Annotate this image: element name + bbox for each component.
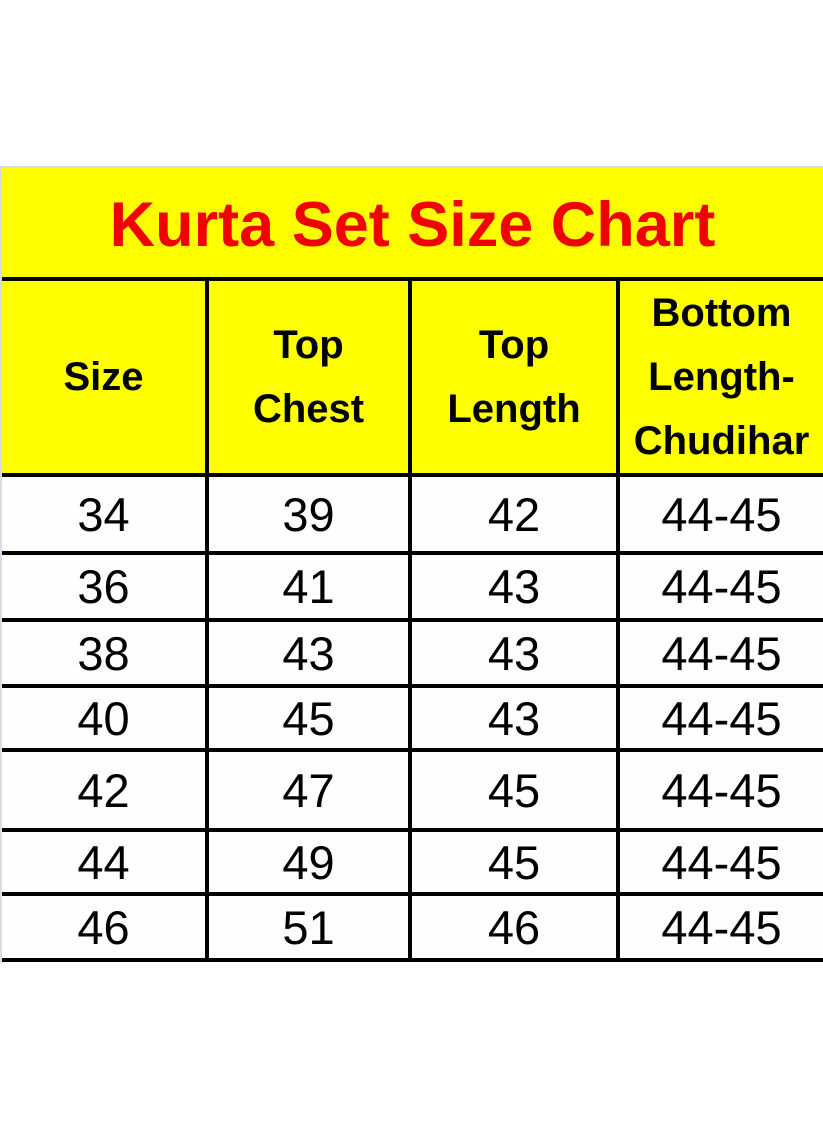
cell-top-chest: 49 <box>205 828 412 896</box>
cell-top-length: 46 <box>408 892 620 962</box>
col-header-top-chest: Top Chest <box>205 281 412 477</box>
cell-top-chest: 47 <box>205 748 412 832</box>
table-row: 46 51 46 44-45 <box>2 892 823 962</box>
table-row: 34 39 42 44-45 <box>2 473 823 555</box>
cell-top-length: 43 <box>408 684 620 752</box>
table-row: 42 47 45 44-45 <box>2 748 823 832</box>
cell-bottom-length: 44-45 <box>616 748 823 832</box>
cell-bottom-length: 44-45 <box>616 551 823 622</box>
table-row: 38 43 43 44-45 <box>2 618 823 688</box>
cell-size: 44 <box>2 828 209 896</box>
cell-top-chest: 45 <box>205 684 412 752</box>
table-row: 40 45 43 44-45 <box>2 684 823 752</box>
cell-top-length: 42 <box>408 473 620 555</box>
col-header-bottom-length-chudihar-label: Bottom Length-Chudihar <box>633 291 810 463</box>
cell-top-length: 45 <box>408 748 620 832</box>
cell-size: 42 <box>2 748 209 832</box>
chart-title: Kurta Set Size Chart <box>109 190 716 260</box>
col-header-size-label: Size <box>63 355 144 399</box>
cell-top-chest: 41 <box>205 551 412 622</box>
cell-top-chest: 43 <box>205 618 412 688</box>
header-row: Size Top Chest Top Length Bottom Length-… <box>2 281 823 477</box>
size-table: Size Top Chest Top Length Bottom Length-… <box>2 281 823 962</box>
cell-bottom-length: 44-45 <box>616 828 823 896</box>
chart-title-band: Kurta Set Size Chart <box>2 168 823 281</box>
cell-top-length: 43 <box>408 551 620 622</box>
col-header-top-chest-label: Top Chest <box>252 323 365 431</box>
cell-bottom-length: 44-45 <box>616 473 823 555</box>
col-header-bottom-length-chudihar: Bottom Length-Chudihar <box>616 281 823 477</box>
cell-bottom-length: 44-45 <box>616 618 823 688</box>
table-row: 44 49 45 44-45 <box>2 828 823 896</box>
cell-bottom-length: 44-45 <box>616 892 823 962</box>
cell-top-chest: 39 <box>205 473 412 555</box>
cell-top-chest: 51 <box>205 892 412 962</box>
cell-size: 46 <box>2 892 209 962</box>
col-header-top-length-label: Top Length <box>447 323 581 431</box>
cell-size: 36 <box>2 551 209 622</box>
size-chart: Kurta Set Size Chart Size Top Chest Top … <box>0 166 823 962</box>
cell-bottom-length: 44-45 <box>616 684 823 752</box>
table-row: 36 41 43 44-45 <box>2 551 823 622</box>
cell-size: 40 <box>2 684 209 752</box>
col-header-top-length: Top Length <box>408 281 620 477</box>
cell-size: 38 <box>2 618 209 688</box>
cell-top-length: 45 <box>408 828 620 896</box>
cell-top-length: 43 <box>408 618 620 688</box>
cell-size: 34 <box>2 473 209 555</box>
col-header-size: Size <box>2 281 209 477</box>
